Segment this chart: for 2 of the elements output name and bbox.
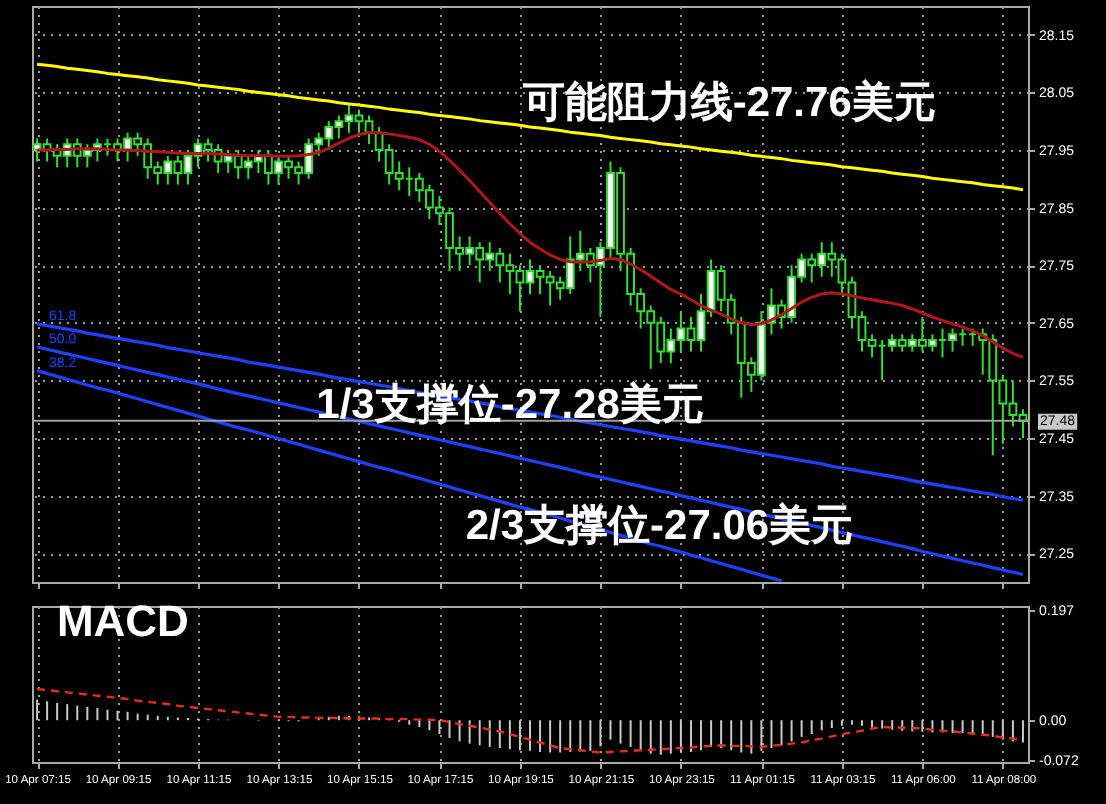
annotation: MACD [56,595,189,646]
annotation: 可能阻力线-27.76美元 [520,77,936,126]
